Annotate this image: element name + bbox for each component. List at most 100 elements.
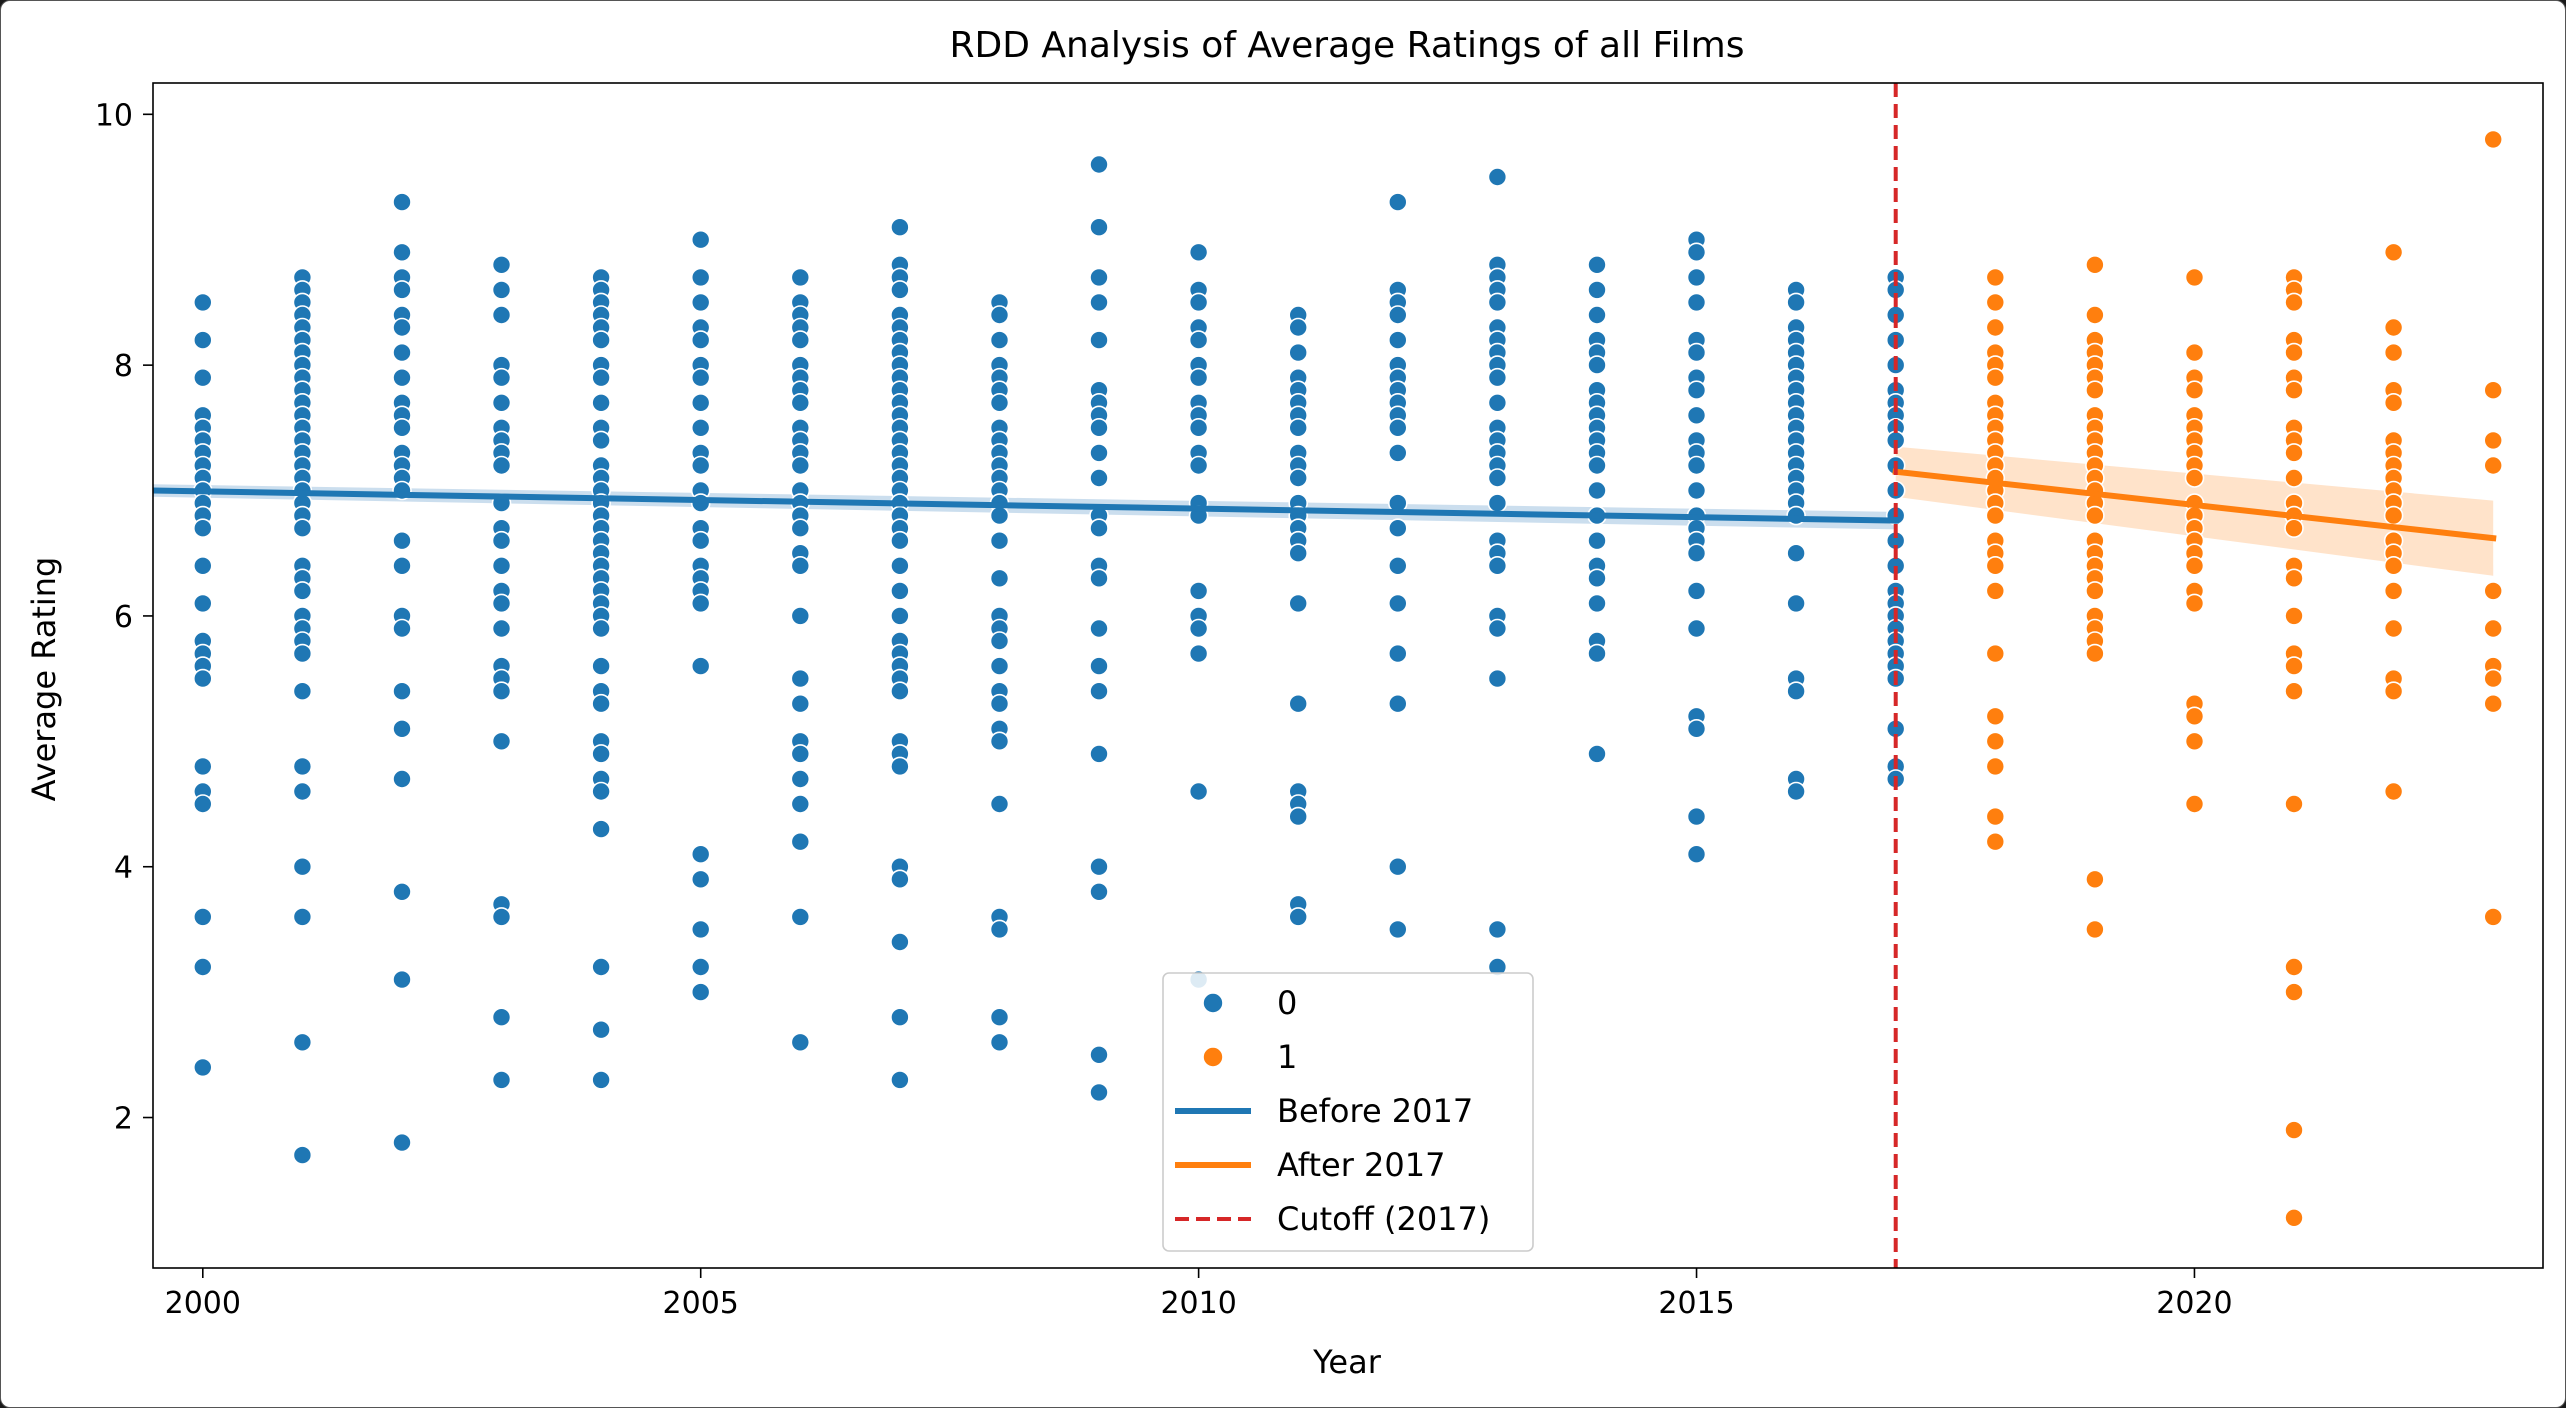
data-point-group1 — [2284, 1208, 2304, 1228]
legend-box — [1162, 972, 1534, 1252]
data-point-group0 — [193, 367, 213, 388]
data-point-group0 — [491, 555, 512, 576]
data-point-group0 — [890, 681, 910, 702]
data-point-group1 — [2085, 380, 2105, 401]
data-point-group1 — [2085, 254, 2105, 275]
data-point-group0 — [591, 656, 611, 676]
data-point-group0 — [591, 957, 611, 977]
data-point-group0 — [1686, 405, 1707, 426]
data-point-group0 — [1487, 367, 1508, 388]
data-point-group0 — [1188, 643, 1209, 664]
data-point-group0 — [591, 1070, 611, 1090]
data-point-group0 — [989, 794, 1010, 814]
data-point-group0 — [392, 280, 412, 300]
data-point-group0 — [1587, 305, 1607, 325]
data-point-group1 — [2184, 555, 2205, 576]
data-point-group0 — [193, 330, 213, 350]
data-point-group0 — [591, 781, 611, 802]
data-point-group0 — [491, 681, 512, 702]
data-point-group1 — [1985, 756, 2006, 777]
data-point-group0 — [989, 330, 1010, 350]
data-point-group1 — [1985, 706, 2006, 727]
data-point-group0 — [193, 292, 213, 313]
data-point-group0 — [1686, 844, 1707, 865]
data-point-group0 — [292, 781, 313, 802]
data-point-group0 — [491, 1070, 512, 1090]
data-point-group0 — [790, 555, 811, 576]
data-point-group0 — [1388, 417, 1408, 438]
data-point-group1 — [2284, 342, 2304, 363]
data-point-group0 — [1487, 618, 1508, 639]
data-point-group0 — [392, 969, 412, 990]
data-point-group0 — [1089, 417, 1109, 438]
data-point-group0 — [790, 267, 811, 288]
data-point-group1 — [2483, 430, 2503, 451]
legend-label-after: After 2017 — [1277, 1146, 1445, 1184]
data-point-group1 — [2284, 681, 2304, 702]
data-point-group0 — [1487, 292, 1508, 313]
data-point-group0 — [491, 392, 512, 413]
data-point-group0 — [491, 593, 512, 614]
data-point-group0 — [1686, 718, 1707, 739]
data-point-group0 — [890, 869, 910, 890]
data-point-group0 — [392, 417, 412, 438]
data-point-group0 — [690, 593, 711, 614]
regression-line-after — [1892, 468, 2497, 542]
data-point-group0 — [1188, 417, 1209, 438]
data-point-group0 — [591, 819, 611, 839]
data-point-group0 — [1089, 154, 1109, 175]
data-point-group0 — [790, 769, 811, 789]
data-point-group0 — [1288, 907, 1308, 927]
data-point-group0 — [193, 518, 213, 539]
data-point-group0 — [392, 530, 412, 551]
data-point-group0 — [1686, 480, 1707, 501]
data-point-group0 — [1388, 856, 1408, 877]
data-point-group0 — [1388, 593, 1408, 614]
data-point-group0 — [790, 518, 811, 539]
data-point-group0 — [491, 280, 512, 300]
data-point-group0 — [292, 581, 313, 601]
y-tick-label: 6 — [114, 600, 133, 635]
data-point-group0 — [1089, 1045, 1109, 1065]
data-point-group0 — [1288, 417, 1308, 438]
data-point-group0 — [1587, 643, 1607, 664]
data-point-group1 — [2085, 919, 2105, 940]
data-point-group1 — [2483, 380, 2503, 401]
data-point-group1 — [1985, 505, 2006, 526]
data-point-group0 — [1288, 543, 1308, 564]
data-point-group0 — [392, 681, 412, 702]
x-tick-label: 2005 — [663, 1286, 739, 1321]
data-point-group1 — [2085, 505, 2105, 526]
data-point-group0 — [193, 1057, 213, 1078]
data-point-group0 — [392, 317, 412, 338]
data-point-group0 — [292, 518, 313, 539]
data-point-group0 — [790, 455, 811, 476]
regression-line-before — [153, 487, 1899, 524]
data-point-group0 — [1686, 267, 1707, 288]
data-point-group0 — [790, 794, 811, 814]
data-point-group1 — [2383, 317, 2404, 338]
data-point-group0 — [292, 1145, 313, 1165]
data-point-group0 — [1089, 1082, 1109, 1103]
data-point-group0 — [392, 367, 412, 388]
data-point-group0 — [292, 756, 313, 777]
data-point-group1 — [2383, 781, 2404, 802]
data-point-group0 — [1288, 593, 1308, 614]
data-point-group0 — [1089, 267, 1109, 288]
data-point-group0 — [392, 342, 412, 363]
data-point-group0 — [890, 217, 910, 237]
legend-label-cutoff: Cutoff (2017) — [1277, 1200, 1490, 1238]
data-point-group0 — [1487, 555, 1508, 576]
data-point-group1 — [2483, 618, 2503, 639]
data-point-group0 — [1587, 254, 1607, 275]
data-point-group1 — [2483, 581, 2503, 601]
x-tick-label: 2015 — [1658, 1286, 1734, 1321]
data-point-group0 — [690, 455, 711, 476]
data-point-group0 — [193, 756, 213, 777]
data-point-group1 — [2184, 468, 2205, 488]
data-point-group1 — [2383, 505, 2404, 526]
data-point-group0 — [790, 606, 811, 626]
data-point-group1 — [2184, 794, 2205, 814]
